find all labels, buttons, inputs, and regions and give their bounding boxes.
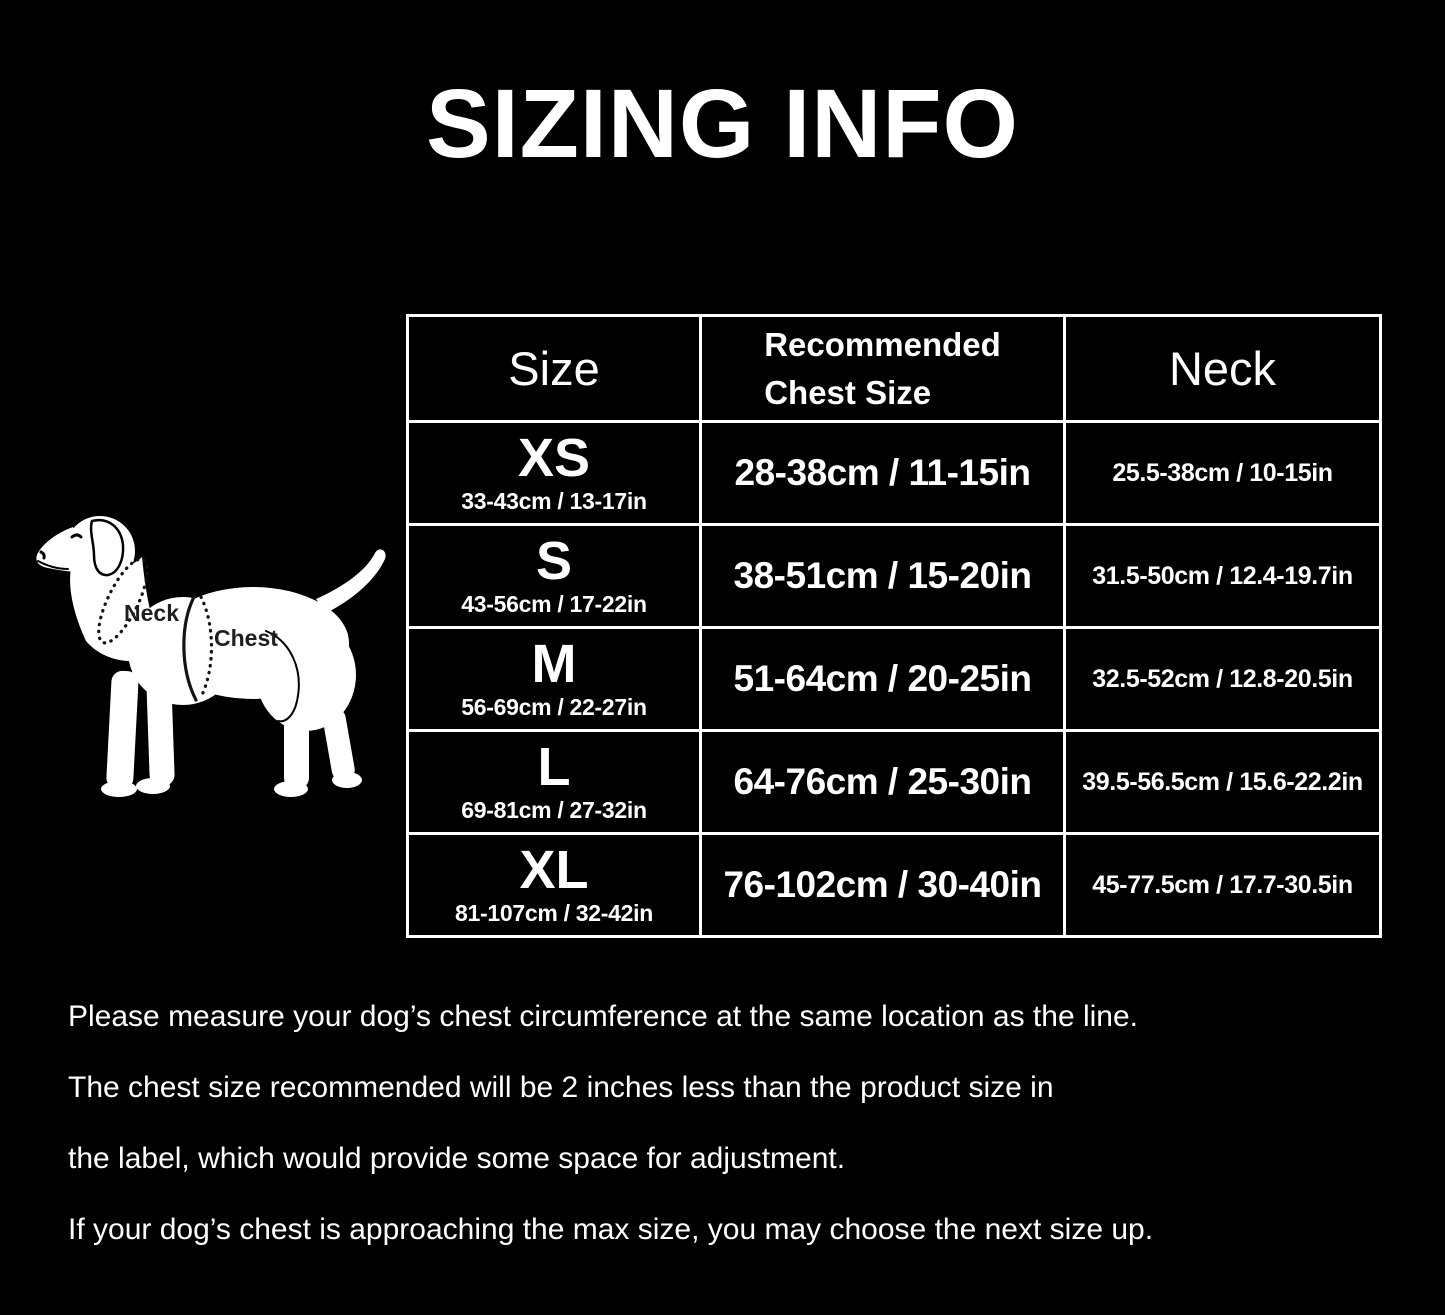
sizing-table: Size Recommended Chest Size Neck XS 33-4… [406,314,1382,938]
page-title: SIZING INFO [426,69,1019,178]
chest-diagram-label: Chest [214,625,278,651]
header-size-label: Size [508,342,600,395]
note-line: If your dog’s chest is approaching the m… [68,1213,1154,1246]
size-cell: S 43-56cm / 17-22in [406,523,702,629]
neck-cell: 39.5-56.5cm / 15.6-22.2in [1063,729,1382,835]
header-neck: Neck [1063,314,1382,423]
neck-diagram-label: Neck [124,600,179,626]
dog-silhouette [36,516,386,797]
neck-cell: 31.5-50cm / 12.4-19.7in [1063,523,1382,629]
header-neck-label: Neck [1168,342,1277,395]
measurement-lines [97,557,214,702]
chest-cell: 51-64cm / 20-25in [699,626,1066,732]
table-header-row: Size Recommended Chest Size Neck [406,314,1382,423]
chest-cell: 38-51cm / 15-20in [699,523,1066,629]
table-row-s: S 43-56cm / 17-22in 38-51cm / 15-20in 31… [406,523,1382,629]
size-label: M [531,633,577,694]
size-sublabel: 43-56cm / 17-22in [461,591,647,618]
neck-cell: 45-77.5cm / 17.7-30.5in [1063,832,1382,938]
dog-measurement-diagram: Neck Chest [36,516,386,797]
table-row-xl: XL 81-107cm / 32-42in 76-102cm / 30-40in… [406,832,1382,938]
note-line: The chest size recommended will be 2 inc… [68,1071,1054,1104]
size-cell: M 56-69cm / 22-27in [406,626,702,732]
size-sublabel: 56-69cm / 22-27in [461,694,647,721]
size-label: XS [517,427,591,488]
neck-dotted-line [97,557,149,645]
chest-cell: 76-102cm / 30-40in [699,832,1066,938]
size-cell: XL 81-107cm / 32-42in [406,832,702,938]
chest-dotted-line [199,595,214,699]
size-label: L [537,736,571,797]
header-chest-line2: Chest Size [764,373,932,411]
notes-section: Please measure your dog’s chest circumfe… [68,1000,1413,1284]
header-chest-line1: Recommended [764,325,1001,363]
neck-cell: 25.5-38cm / 10-15in [1063,420,1382,526]
chest-cell: 64-76cm / 25-30in [699,729,1066,835]
table-row-m: M 56-69cm / 22-27in 51-64cm / 20-25in 32… [406,626,1382,732]
chest-cell: 28-38cm / 11-15in [699,420,1066,526]
note-line: Please measure your dog’s chest circumfe… [68,1000,1139,1033]
table-row-l: L 69-81cm / 27-32in 64-76cm / 25-30in 39… [406,729,1382,835]
header-chest-label: Recommended Chest Size [764,321,1001,417]
header-chest: Recommended Chest Size [699,314,1066,423]
size-sublabel: 81-107cm / 32-42in [455,900,653,927]
size-cell: XS 33-43cm / 13-17in [406,420,702,526]
size-label: XL [519,839,589,900]
header-size: Size [406,314,702,423]
note-line: the label, which would provide some spac… [68,1142,846,1175]
dog-detail-lines [37,518,300,723]
chest-solid-line [182,593,198,702]
size-sublabel: 69-81cm / 27-32in [461,797,647,824]
size-cell: L 69-81cm / 27-32in [406,729,702,835]
size-sublabel: 33-43cm / 13-17in [461,488,647,515]
table-row-xs: XS 33-43cm / 13-17in 28-38cm / 11-15in 2… [406,420,1382,526]
neck-cell: 32.5-52cm / 12.8-20.5in [1063,626,1382,732]
size-label: S [535,530,573,591]
